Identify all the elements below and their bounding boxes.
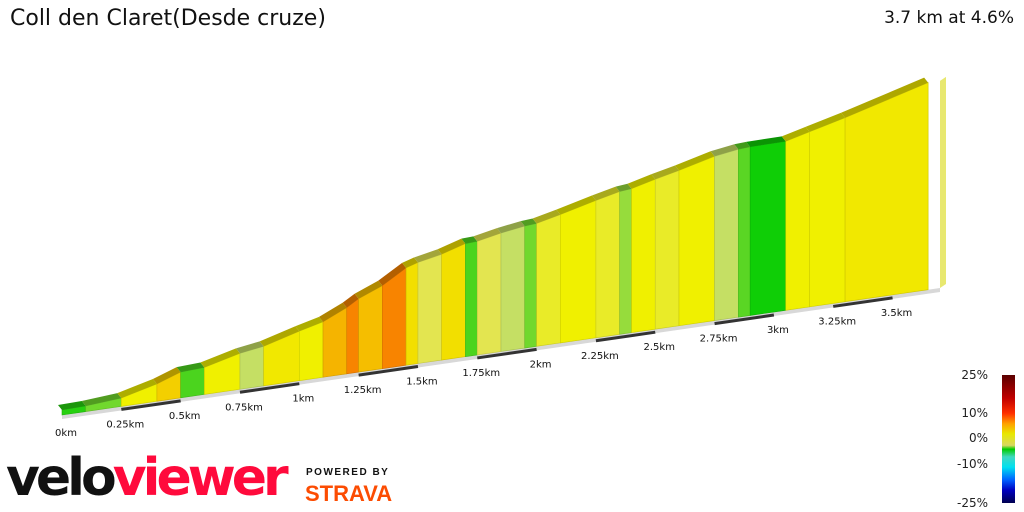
km-tick-bar [358, 365, 419, 377]
segment-top-face [781, 126, 810, 142]
km-tick-bar [239, 382, 300, 394]
gradient-segment [476, 232, 502, 356]
segment-top-face [473, 228, 501, 242]
gradient-legend: 25% 10% 0% -10% -25% [956, 366, 1024, 512]
x-tick-label: 2km [530, 359, 552, 370]
x-tick-label: 2.75km [700, 334, 738, 345]
gradient-segment [239, 345, 265, 390]
segment-top-face [520, 218, 537, 227]
km-tick-bar [714, 313, 775, 326]
segment-top-face [746, 136, 786, 147]
gradient-segment [465, 240, 478, 357]
x-tick-label: 0.25km [106, 419, 144, 430]
segment-title: Coll den Claret(Desde cruze) [10, 6, 326, 31]
gradient-segment [595, 191, 620, 339]
gradient-segment [785, 131, 810, 311]
gradient-segment [678, 155, 715, 327]
gradient-segment [749, 140, 787, 316]
legend-label: 0% [968, 431, 988, 445]
km-tick-bar [595, 330, 656, 343]
gradient-segment [298, 321, 324, 382]
segment-top-face [805, 112, 846, 132]
segment-top-face [402, 257, 418, 268]
segment-top-face [413, 249, 442, 263]
gradient-segment [346, 298, 359, 375]
gradient-segment [358, 285, 383, 373]
legend-label: 10% [961, 406, 988, 420]
segment-top-face [235, 341, 264, 354]
legend-label: -10% [956, 457, 988, 471]
x-tick-label: 0.5km [169, 411, 200, 422]
gradient-segment [844, 82, 929, 303]
gradient-segment [441, 243, 466, 361]
profile-end-face [940, 76, 946, 288]
gradient-segment [714, 148, 739, 321]
gradient-segment [654, 170, 680, 330]
gradient-segment [180, 367, 205, 399]
km-tick-bar [833, 296, 893, 308]
segment-top-face [627, 174, 656, 189]
x-tick-label: 2.5km [644, 342, 675, 353]
gradient-segment [417, 253, 442, 364]
gradient-segment [405, 262, 419, 366]
x-tick-label: 3.5km [881, 308, 912, 319]
legend-label: -25% [956, 496, 988, 510]
segment-top-face [532, 209, 561, 224]
gradient-segment [536, 214, 561, 347]
x-tick-label: 1km [292, 394, 314, 405]
segment-top-face [176, 362, 205, 373]
segment-top-face [461, 236, 478, 244]
x-tick-label: 3km [767, 325, 789, 336]
segment-top-face [295, 316, 324, 332]
segment-top-face [354, 280, 383, 299]
segment-top-face [200, 348, 240, 368]
segment-top-face [117, 378, 157, 399]
segment-top-face [710, 144, 739, 157]
gradient-segment [631, 178, 656, 333]
veloviewer-logo[interactable]: veloviewer [6, 448, 289, 508]
segment-summary: 3.7 km at 4.6% [884, 8, 1014, 28]
x-tick-label: 1.5km [406, 377, 437, 388]
elevation-profile-chart: 0km 0.25km 0.5km 0.75km 1km 1.25km 1.5km 1.75km… [55, 76, 946, 439]
gradient-segment [809, 117, 846, 308]
legend-label: 25% [961, 368, 988, 382]
segment-top-face [319, 302, 347, 322]
segment-top-face [152, 367, 181, 384]
x-tick-label: 1.25km [344, 385, 382, 396]
x-tick-label: 0km [55, 428, 77, 439]
x-tick-label: 0.75km [225, 402, 263, 413]
segment-top-face [81, 393, 122, 406]
segment-top-face [841, 77, 929, 118]
segment-top-face [734, 141, 751, 150]
segment-top-face [674, 151, 715, 171]
legend-color-bar [1002, 375, 1015, 503]
segment-top-face [615, 183, 632, 192]
x-tick-label: 3.25km [818, 316, 856, 327]
gradient-segment [560, 200, 597, 344]
gradient-segment [524, 223, 537, 349]
segment-top-face [342, 293, 359, 308]
segment-top-face [259, 326, 300, 347]
km-tick-bar [477, 347, 537, 360]
segment-top-face [556, 195, 596, 215]
x-tick-label: 1.75km [462, 368, 500, 379]
x-tick-label: 2.25km [581, 351, 619, 362]
segment-top-face [497, 221, 525, 234]
segment-top-face [591, 186, 620, 201]
powered-by-text: POWERED BY [306, 467, 390, 478]
strava-logo[interactable]: STRAVA [305, 481, 393, 506]
gradient-segment [500, 225, 526, 352]
segment-top-face [58, 400, 86, 410]
gradient-segment [737, 146, 751, 318]
segment-top-face [651, 165, 679, 180]
segment-top-face [378, 262, 407, 286]
segment-top-face [437, 238, 466, 255]
gradient-segment [619, 188, 632, 335]
km-tick-bar [121, 399, 181, 411]
